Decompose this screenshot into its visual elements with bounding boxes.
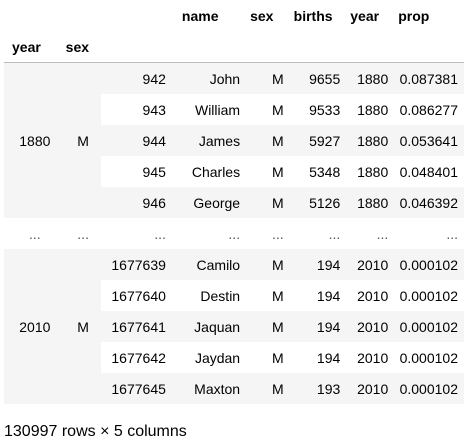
- row-id: 1677641: [101, 311, 174, 342]
- cell-sex: M: [246, 125, 290, 156]
- ellipsis-cell: ...: [4, 218, 58, 249]
- row-id: 942: [101, 63, 174, 95]
- cell-sex: M: [246, 280, 290, 311]
- ellipsis-cell: ...: [174, 218, 246, 249]
- table-row: 1880 M 942 John M 9655 1880 0.087381: [4, 63, 464, 95]
- cell-sex: M: [246, 94, 290, 125]
- row-index-sex: M: [58, 63, 101, 219]
- cell-name: Jaydan: [174, 342, 246, 373]
- row-id: 1677640: [101, 280, 174, 311]
- cell-prop: 0.000102: [394, 373, 464, 404]
- cell-sex: M: [246, 63, 290, 95]
- ellipsis-cell: ...: [246, 218, 290, 249]
- cell-name: George: [174, 187, 246, 218]
- cell-prop: 0.000102: [394, 311, 464, 342]
- cell-year: 1880: [346, 156, 394, 187]
- ellipsis-row: ........................: [4, 218, 464, 249]
- cell-name: Charles: [174, 156, 246, 187]
- ellipsis-cell: ...: [346, 218, 394, 249]
- column-header-name: name: [174, 0, 246, 31]
- cell-name: William: [174, 94, 246, 125]
- cell-year: 2010: [346, 373, 394, 404]
- index-header-year: year: [4, 31, 58, 63]
- cell-prop: 0.000102: [394, 342, 464, 373]
- row-index-year: 2010: [4, 249, 58, 404]
- cell-births: 9655: [290, 63, 347, 95]
- ellipsis-cell: ...: [58, 218, 101, 249]
- cell-sex: M: [246, 156, 290, 187]
- table-body: 1880 M 942 John M 9655 1880 0.087381 943 William M…: [4, 63, 464, 405]
- cell-prop: 0.053641: [394, 125, 464, 156]
- cell-sex: M: [246, 249, 290, 280]
- cell-name: James: [174, 125, 246, 156]
- index-header-sex: sex: [58, 31, 101, 63]
- cell-births: 194: [290, 280, 347, 311]
- index-header-row: year sex: [4, 31, 464, 63]
- table-row: 2010 M 1677639 Camilo M 194 2010 0.000102: [4, 249, 464, 280]
- row-id: 1677639: [101, 249, 174, 280]
- cell-prop: 0.000102: [394, 249, 464, 280]
- row-index-sex: M: [58, 249, 101, 404]
- column-header-year: year: [346, 0, 394, 31]
- ellipsis-cell: ...: [394, 218, 464, 249]
- cell-sex: M: [246, 311, 290, 342]
- shape-caption: 130997 rows × 5 columns: [4, 423, 187, 441]
- cell-name: Jaquan: [174, 311, 246, 342]
- dataframe-table: name sex births year prop year sex 1880 M…: [4, 0, 464, 404]
- cell-name: Maxton: [174, 373, 246, 404]
- column-header-prop: prop: [394, 0, 464, 31]
- cell-births: 193: [290, 373, 347, 404]
- row-id: 945: [101, 156, 174, 187]
- cell-sex: M: [246, 342, 290, 373]
- cell-sex: M: [246, 373, 290, 404]
- cell-year: 2010: [346, 311, 394, 342]
- table-header: name sex births year prop year sex: [4, 0, 464, 63]
- cell-births: 194: [290, 342, 347, 373]
- cell-sex: M: [246, 187, 290, 218]
- cell-name: Camilo: [174, 249, 246, 280]
- cell-year: 1880: [346, 187, 394, 218]
- cell-births: 194: [290, 311, 347, 342]
- cell-births: 9533: [290, 94, 347, 125]
- cell-prop: 0.087381: [394, 63, 464, 95]
- row-index-year: 1880: [4, 63, 58, 219]
- cell-name: John: [174, 63, 246, 95]
- column-header-row: name sex births year prop: [4, 0, 464, 31]
- cell-prop: 0.086277: [394, 94, 464, 125]
- column-header-sex: sex: [246, 0, 290, 31]
- cell-year: 2010: [346, 342, 394, 373]
- cell-year: 1880: [346, 63, 394, 95]
- row-id: 944: [101, 125, 174, 156]
- cell-year: 1880: [346, 125, 394, 156]
- ellipsis-cell: ...: [101, 218, 174, 249]
- cell-year: 2010: [346, 249, 394, 280]
- row-id: 943: [101, 94, 174, 125]
- column-header-births: births: [290, 0, 347, 31]
- cell-births: 5348: [290, 156, 347, 187]
- cell-year: 2010: [346, 280, 394, 311]
- cell-births: 5927: [290, 125, 347, 156]
- cell-prop: 0.046392: [394, 187, 464, 218]
- row-id: 946: [101, 187, 174, 218]
- cell-prop: 0.000102: [394, 280, 464, 311]
- cell-births: 5126: [290, 187, 347, 218]
- cell-name: Destin: [174, 280, 246, 311]
- cell-prop: 0.048401: [394, 156, 464, 187]
- cell-year: 1880: [346, 94, 394, 125]
- cell-births: 194: [290, 249, 347, 280]
- row-id: 1677642: [101, 342, 174, 373]
- ellipsis-cell: ...: [290, 218, 347, 249]
- row-id: 1677645: [101, 373, 174, 404]
